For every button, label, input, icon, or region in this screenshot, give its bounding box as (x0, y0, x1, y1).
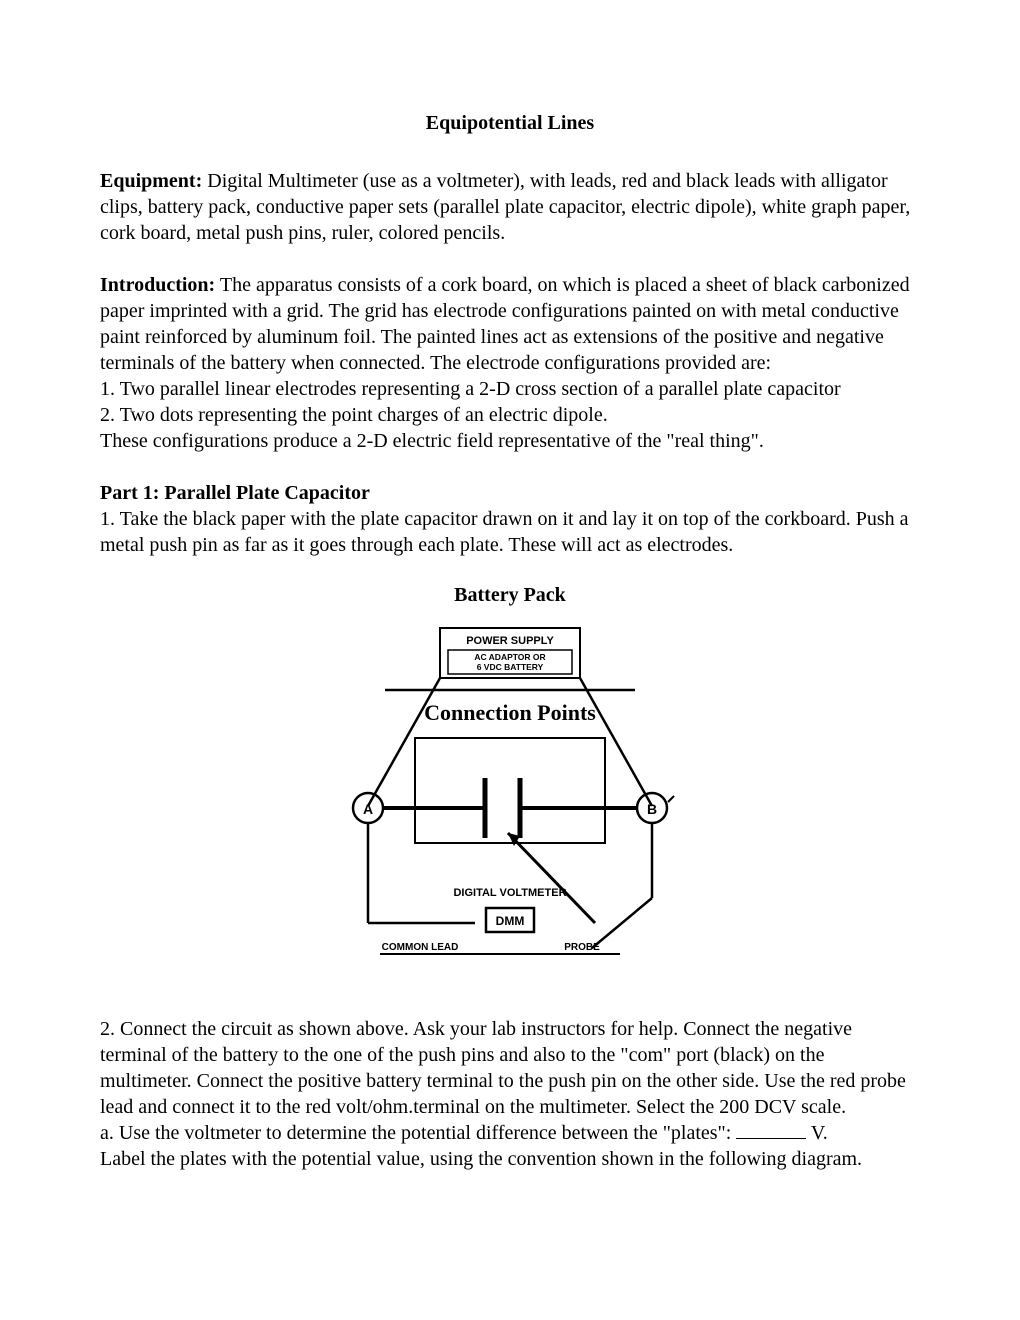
step2a-line2: Label the plates with the potential valu… (100, 1146, 920, 1172)
part1-step1: 1. Take the black paper with the plate c… (100, 506, 920, 558)
ac-adaptor-line1: AC ADAPTOR OR (474, 652, 545, 662)
connection-points-text: Connection Points (424, 700, 596, 725)
equipment-label: Equipment: (100, 170, 202, 192)
step2a-after: V. (806, 1122, 828, 1144)
equipment-section: Equipment: Digital Multimeter (use as a … (100, 168, 920, 246)
digital-voltmeter-text: DIGITAL VOLTMETER (453, 887, 566, 899)
step2a-before: a. Use the voltmeter to determine the po… (100, 1122, 736, 1144)
blank-line (736, 1138, 806, 1139)
intro-closing: These configurations produce a 2-D elect… (100, 428, 920, 454)
step2-section: 2. Connect the circuit as shown above. A… (100, 1016, 920, 1172)
introduction-label: Introduction: (100, 274, 215, 296)
diagram-title: Battery Pack (100, 582, 920, 608)
probe-text: PROBE (564, 942, 600, 953)
power-supply-text: POWER SUPPLY (466, 635, 554, 647)
circuit-diagram: POWER SUPPLY AC ADAPTOR OR 6 VDC BATTERY… (320, 618, 700, 988)
common-lead-text: COMMON LEAD (382, 942, 459, 953)
node-b-text: B (647, 801, 657, 817)
introduction-text: The apparatus consists of a cork board, … (100, 274, 910, 374)
diagram-wrap: POWER SUPPLY AC ADAPTOR OR 6 VDC BATTERY… (100, 618, 920, 988)
part1-section: Part 1: Parallel Plate Capacitor 1. Take… (100, 480, 920, 558)
intro-item-1: 1. Two parallel linear electrodes repres… (100, 376, 920, 402)
node-a-text: A (363, 801, 373, 817)
equipment-text: Digital Multimeter (use as a voltmeter),… (100, 170, 910, 244)
intro-item-2: 2. Two dots representing the point charg… (100, 402, 920, 428)
step2-text: 2. Connect the circuit as shown above. A… (100, 1016, 920, 1120)
part1-heading: Part 1: Parallel Plate Capacitor (100, 480, 920, 506)
introduction-section: Introduction: The apparatus consists of … (100, 272, 920, 454)
page-title: Equipotential Lines (100, 110, 920, 136)
ac-adaptor-line2: 6 VDC BATTERY (477, 662, 544, 672)
dmm-text: DMM (496, 914, 525, 928)
